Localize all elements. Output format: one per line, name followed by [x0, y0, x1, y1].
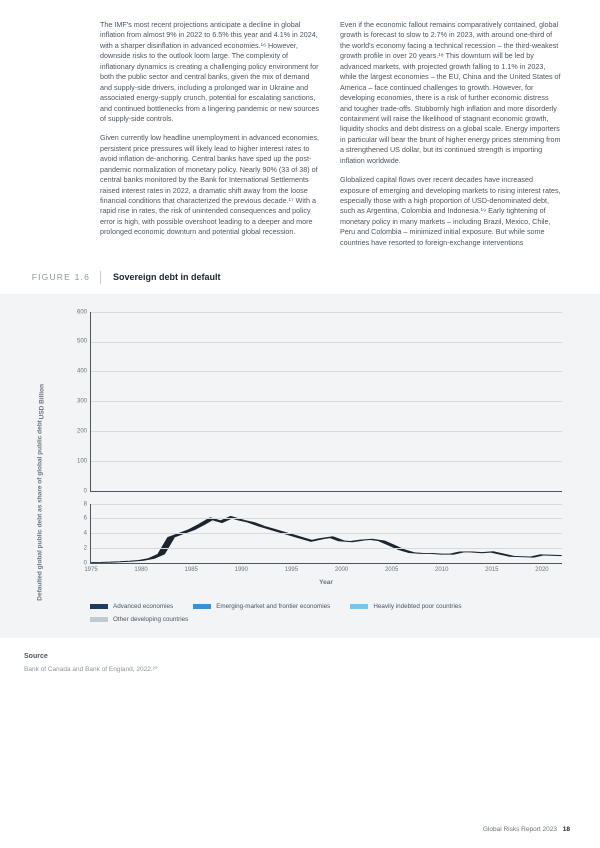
x-tick: 2020 — [535, 563, 548, 575]
right-column: Even if the economic fallout remains com… — [340, 20, 562, 257]
page-number: 18 — [563, 826, 570, 833]
gridline — [91, 533, 562, 534]
gridline — [91, 548, 562, 549]
legend-item-hipc: Heavily indebted poor countries — [350, 602, 461, 611]
source-title: Source — [24, 652, 562, 662]
y-tick: 6 — [84, 515, 91, 524]
y-tick: 8 — [84, 500, 91, 509]
legend-label: Heavily indebted poor countries — [373, 602, 461, 611]
x-tick: 2000 — [335, 563, 348, 575]
gridline — [91, 371, 562, 372]
page-footer: Global Risks Report 2023 18 — [483, 825, 570, 834]
legend-swatch — [350, 604, 368, 609]
left-column: The IMF's most recent projections antici… — [100, 20, 322, 257]
legend-item-emerging: Emerging-market and frontier economies — [193, 602, 330, 611]
gridline — [91, 431, 562, 432]
x-tick: 1990 — [235, 563, 248, 575]
x-tick: 2015 — [485, 563, 498, 575]
gridline — [91, 312, 562, 313]
gridline — [91, 401, 562, 402]
legend-label: Other developing countries — [113, 615, 188, 624]
para: Even if the economic fallout remains com… — [340, 20, 562, 166]
y-tick: 400 — [77, 368, 91, 377]
y-tick: 200 — [77, 427, 91, 436]
source-text: Bank of Canada and Bank of England, 2022… — [24, 665, 562, 674]
para: The IMF's most recent projections antici… — [100, 20, 322, 124]
y-tick: 300 — [77, 397, 91, 406]
x-tick: 1975 — [84, 563, 97, 575]
x-tick: 2010 — [435, 563, 448, 575]
y2-axis-label: Defaulted global public debt as share of… — [36, 501, 43, 601]
figure-separator — [100, 271, 101, 284]
line-chart: 0246819751980198519901995200020052010201… — [90, 504, 562, 564]
figure-title: Sovereign debt in default — [113, 271, 221, 284]
y-tick: 600 — [77, 308, 91, 317]
legend-label: Emerging-market and frontier economies — [216, 602, 330, 611]
x-tick: 1985 — [185, 563, 198, 575]
x-tick: 2005 — [385, 563, 398, 575]
gridline — [91, 461, 562, 462]
share-line — [91, 518, 562, 563]
y-tick: 500 — [77, 338, 91, 347]
chart-legend: Advanced economies Emerging-market and fr… — [90, 602, 562, 624]
y-tick: 100 — [77, 457, 91, 466]
gridline — [91, 342, 562, 343]
y-tick: 0 — [84, 487, 91, 496]
body-text: The IMF's most recent projections antici… — [0, 0, 600, 257]
legend-label: Advanced economies — [113, 602, 173, 611]
y-tick: 2 — [84, 544, 91, 553]
bar-chart: 0100200300400500600 — [90, 312, 562, 492]
x-tick: 1995 — [285, 563, 298, 575]
chart-area: USD Billion Defaulted global public debt… — [0, 294, 600, 638]
legend-item-advanced: Advanced economies — [90, 602, 173, 611]
legend-swatch — [90, 617, 108, 622]
gridline — [91, 504, 562, 505]
legend-swatch — [193, 604, 211, 609]
para: Globalized capital flows over recent dec… — [340, 175, 562, 248]
figure-label: FIGURE 1.6 — [0, 271, 100, 283]
y-tick: 4 — [84, 529, 91, 538]
figure-header: FIGURE 1.6 Sovereign debt in default — [0, 257, 600, 294]
gridline — [91, 518, 562, 519]
legend-swatch — [90, 604, 108, 609]
source-block: Source Bank of Canada and Bank of Englan… — [0, 638, 600, 675]
para: Given currently low headline unemploymen… — [100, 133, 322, 237]
x-tick: 1980 — [134, 563, 147, 575]
report-title: Global Risks Report 2023 — [483, 826, 557, 833]
legend-item-other: Other developing countries — [90, 615, 188, 624]
x-axis-label: Year — [90, 578, 562, 587]
